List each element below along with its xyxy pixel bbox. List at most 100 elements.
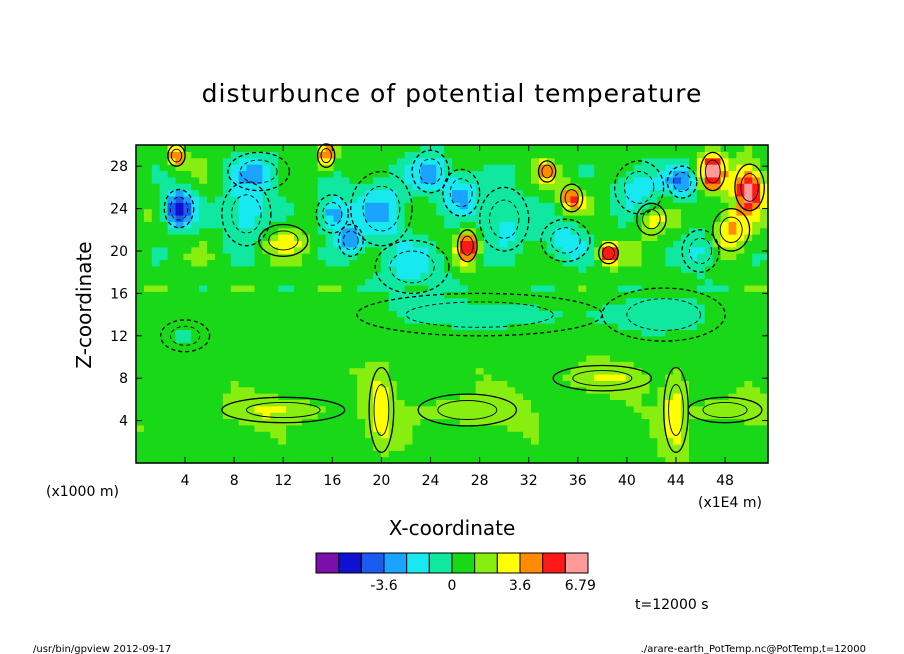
heatmap-cell <box>483 310 493 318</box>
heatmap-cell <box>349 304 358 311</box>
heatmap-cell <box>436 202 445 210</box>
heatmap-cell <box>286 157 295 165</box>
heatmap-cell <box>610 399 619 407</box>
heatmap-cell <box>649 297 658 305</box>
heatmap-cell <box>665 291 674 299</box>
heatmap-cell <box>151 151 161 159</box>
heatmap-cell <box>207 221 216 229</box>
heatmap-cell <box>475 316 485 324</box>
heatmap-cell <box>136 253 145 261</box>
heatmap-cell <box>538 189 548 197</box>
heatmap-cell <box>167 431 177 439</box>
heatmap-cell <box>452 170 461 178</box>
heatmap-cell <box>357 386 366 394</box>
heatmap-cell <box>199 176 208 184</box>
contour-line <box>666 165 698 199</box>
heatmap-cell <box>704 227 714 235</box>
heatmap-cell <box>602 342 611 350</box>
heatmap-cell <box>507 157 516 165</box>
heatmap-cell <box>673 278 682 286</box>
heatmap-cell <box>586 170 595 178</box>
heatmap-cell <box>136 450 145 458</box>
heatmap-cell <box>760 202 769 210</box>
heatmap-cell <box>167 456 177 464</box>
heatmap-cell <box>610 195 619 203</box>
heatmap-cell <box>657 259 666 267</box>
heatmap-cell <box>167 176 177 184</box>
heatmap-cell <box>349 323 358 331</box>
heatmap-cell <box>578 418 587 426</box>
heatmap-cell <box>570 335 579 343</box>
heatmap-cell <box>428 354 437 362</box>
heatmap-cell <box>136 456 145 464</box>
heatmap-cell <box>222 227 232 235</box>
heatmap-cell <box>578 145 587 152</box>
heatmap-cell <box>507 297 516 305</box>
heatmap-cell <box>736 259 745 267</box>
heatmap-cell <box>515 164 524 172</box>
heatmap-cell <box>570 380 579 388</box>
heatmap-cell <box>159 342 169 350</box>
heatmap-cell <box>515 278 524 286</box>
heatmap-cell <box>554 157 564 165</box>
heatmap-cell <box>175 329 184 337</box>
heatmap-cell <box>657 265 666 273</box>
heatmap-cell <box>625 214 635 222</box>
heatmap-cell <box>554 265 564 273</box>
heatmap-cell <box>594 354 603 362</box>
heatmap-cell <box>278 195 287 203</box>
heatmap-cell <box>373 437 382 445</box>
heatmap-cell <box>396 246 406 254</box>
heatmap-cell <box>230 310 240 318</box>
heatmap-cell <box>720 323 730 331</box>
heatmap-cell <box>704 202 714 210</box>
heatmap-cell <box>712 259 722 267</box>
heatmap-cell <box>175 412 184 420</box>
heatmap-cell <box>333 297 342 305</box>
heatmap-cell <box>523 221 532 229</box>
heatmap-cell <box>744 380 753 388</box>
heatmap-cell <box>594 310 603 318</box>
heatmap-cell <box>254 405 263 413</box>
heatmap-cell <box>341 354 350 362</box>
heatmap-cell <box>270 304 279 311</box>
heatmap-cell <box>752 323 761 331</box>
heatmap-cell <box>301 316 311 324</box>
heatmap-cell <box>380 164 390 172</box>
heatmap-cell <box>467 304 477 311</box>
heatmap-cell <box>507 393 516 400</box>
heatmap-cell <box>689 284 698 292</box>
heatmap-cell <box>262 151 271 159</box>
heatmap-cell <box>633 189 643 197</box>
heatmap-cell <box>183 195 192 203</box>
heatmap-cell <box>420 348 429 356</box>
heatmap-cell <box>373 221 382 229</box>
heatmap-cell <box>420 265 429 273</box>
heatmap-cell <box>696 399 706 407</box>
heatmap-cell <box>633 354 643 362</box>
heatmap-cell <box>665 354 674 362</box>
heatmap-cell <box>538 278 548 286</box>
heatmap-cell <box>760 431 769 439</box>
heatmap-cell <box>404 272 414 280</box>
heatmap-cell <box>475 284 485 292</box>
heatmap-cell <box>396 373 406 381</box>
heatmap-cell <box>538 151 548 159</box>
heatmap-cell <box>641 310 651 318</box>
heatmap-cell <box>586 214 595 222</box>
heatmap-cell <box>515 151 524 159</box>
heatmap-cell <box>349 157 358 165</box>
heatmap-cell <box>301 405 311 413</box>
heatmap-cell <box>286 304 295 311</box>
heatmap-cell <box>294 227 303 235</box>
heatmap-cell <box>136 284 145 292</box>
heatmap-cell <box>286 380 295 388</box>
heatmap-cell <box>673 253 682 261</box>
heatmap-cell <box>357 443 366 451</box>
contour-line <box>626 298 701 331</box>
heatmap-cell <box>752 431 761 439</box>
heatmap-cell <box>728 323 737 331</box>
heatmap-cell <box>728 284 737 292</box>
heatmap-cell <box>665 253 674 261</box>
heatmap-cell <box>428 323 437 331</box>
